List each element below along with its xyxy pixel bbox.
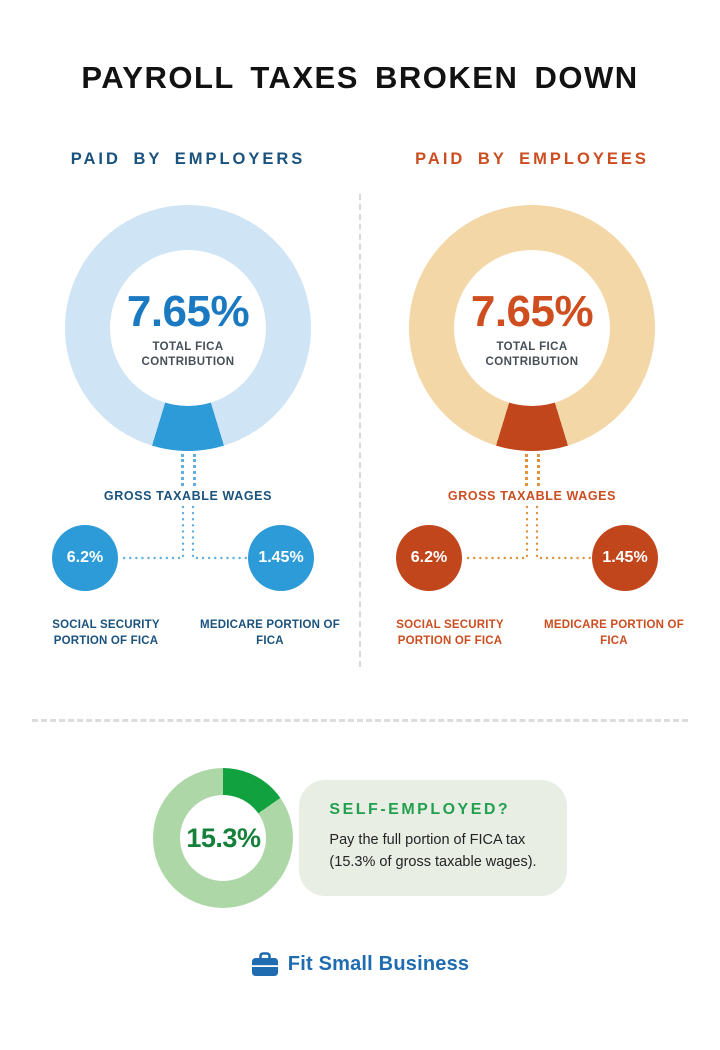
self-employed-body: Pay the full portion of FICA tax (15.3% … [329, 830, 536, 874]
employees-medicare-value: 1.45% [602, 549, 648, 566]
column-divider [359, 194, 361, 668]
employers-donut-connector [23, 454, 353, 486]
self-employed-body-line1: Pay the full portion of FICA tax [329, 832, 526, 849]
employees-fica-breakdown: 6.2% 1.45% [367, 505, 697, 609]
employers-donut-chart: 7.65% TOTAL FICA CONTRIBUTION [65, 205, 311, 451]
employers-gross-wages-label: GROSS TAXABLE WAGES [103, 489, 273, 503]
briefcase-icon [251, 952, 279, 977]
employees-part-labels: SOCIAL SECURITY PORTION OF FICA MEDICARE… [367, 609, 697, 667]
employers-social-security-label: SOCIAL SECURITY PORTION OF FICA [52, 619, 160, 648]
employees-gross-wages-label: GROSS TAXABLE WAGES [447, 489, 617, 503]
employees-social-security-value: 6.2% [410, 549, 448, 566]
employees-column: PAID BY EMPLOYEES 7.65% TOTAL FICA CONTR… [367, 150, 697, 667]
employers-social-security-bubble: 6.2% [52, 525, 118, 591]
comparison-columns: PAID BY EMPLOYERS 7.65% TOTAL FICA CONTR… [0, 150, 720, 668]
employees-donut-center: 7.65% TOTAL FICA CONTRIBUTION [454, 250, 610, 406]
self-employed-callout: SELF-EMPLOYED? Pay the full portion of F… [299, 780, 567, 896]
employees-social-security-bubble: 6.2% [396, 525, 462, 591]
employers-donut-center: 7.65% TOTAL FICA CONTRIBUTION [110, 250, 266, 406]
self-employed-value: 15.3% [186, 822, 261, 853]
employees-total-label: TOTAL FICA CONTRIBUTION [485, 340, 579, 368]
employers-total-label: TOTAL FICA CONTRIBUTION [141, 340, 235, 368]
employees-heading: PAID BY EMPLOYEES [415, 150, 649, 168]
employers-medicare-label: MEDICARE PORTION OF FICA [200, 619, 340, 648]
employers-medicare-value: 1.45% [258, 549, 304, 566]
employees-social-security-label: SOCIAL SECURITY PORTION OF FICA [396, 619, 504, 648]
self-employed-donut-chart: 15.3% [153, 768, 294, 909]
self-employed-donut-center: 15.3% [180, 795, 267, 882]
employers-heading: PAID BY EMPLOYERS [70, 150, 306, 168]
self-employed-heading: SELF-EMPLOYED? [329, 801, 511, 819]
employers-social-security-value: 6.2% [66, 549, 104, 566]
employers-part-labels: SOCIAL SECURITY PORTION OF FICA MEDICARE… [23, 609, 353, 667]
page-title: PAYROLL TAXES BROKEN DOWN [81, 60, 639, 95]
brand-name: Fit Small Business [287, 953, 470, 976]
employees-medicare-bubble: 1.45% [592, 525, 658, 591]
employees-donut-chart: 7.65% TOTAL FICA CONTRIBUTION [409, 205, 655, 451]
section-divider [32, 719, 688, 723]
employees-medicare-label: MEDICARE PORTION OF FICA [544, 619, 684, 648]
employers-column: PAID BY EMPLOYERS 7.65% TOTAL FICA CONTR… [23, 150, 353, 667]
employers-total-value: 7.65% [126, 286, 250, 336]
employers-medicare-bubble: 1.45% [248, 525, 314, 591]
employees-donut-connector [367, 454, 697, 486]
employees-total-value: 7.65% [470, 286, 594, 336]
self-employed-section: 15.3% SELF-EMPLOYED? Pay the full portio… [0, 768, 720, 909]
self-employed-body-line2: (15.3% of gross taxable wages). [329, 854, 537, 871]
employers-fica-breakdown: 6.2% 1.45% [23, 505, 353, 609]
brand-footer: Fit Small Business [0, 952, 720, 977]
payroll-infographic: PAYROLL TAXES BROKEN DOWN PAID BY EMPLOY… [0, 60, 720, 977]
